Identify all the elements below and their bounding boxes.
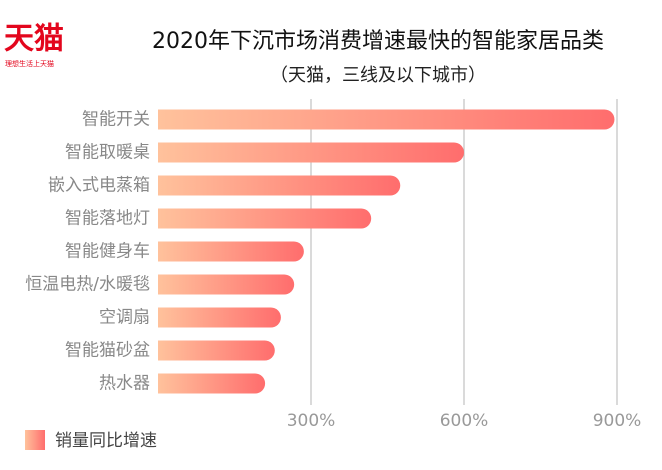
legend-swatch xyxy=(25,430,45,450)
x-tick-label: 900% xyxy=(593,411,642,431)
bar xyxy=(158,241,304,262)
bar xyxy=(158,109,615,130)
chart-title: 2020年下沉市场消费增速最快的智能家居品类 xyxy=(152,29,604,54)
logo-slogan: 理想生活上天猫 xyxy=(5,59,54,68)
bar xyxy=(158,307,281,328)
x-tick-label: 600% xyxy=(440,411,489,431)
y-tick-label: 恒温电热/水暖毯 xyxy=(25,275,150,295)
bar xyxy=(158,208,372,229)
y-tick-label: 嵌入式电蒸箱 xyxy=(48,176,150,196)
y-tick-label: 智能取暖桌 xyxy=(65,143,150,163)
y-tick-label: 智能猫砂盆 xyxy=(65,341,150,361)
y-tick-label: 智能落地灯 xyxy=(65,209,150,229)
y-tick-label: 智能开关 xyxy=(82,110,150,130)
logo: 天猫 xyxy=(4,22,64,57)
bar xyxy=(158,373,266,394)
bar xyxy=(158,175,401,196)
y-tick-label: 热水器 xyxy=(99,374,150,394)
bar xyxy=(158,340,275,361)
chart-subtitle: （天猫，三线及以下城市） xyxy=(270,65,486,86)
x-tick-label: 300% xyxy=(287,411,336,431)
bar xyxy=(158,142,464,163)
legend-label: 销量同比增速 xyxy=(55,431,157,451)
bar xyxy=(158,274,295,295)
y-tick-label: 空调扇 xyxy=(99,308,150,328)
y-tick-label: 智能健身车 xyxy=(65,242,150,262)
